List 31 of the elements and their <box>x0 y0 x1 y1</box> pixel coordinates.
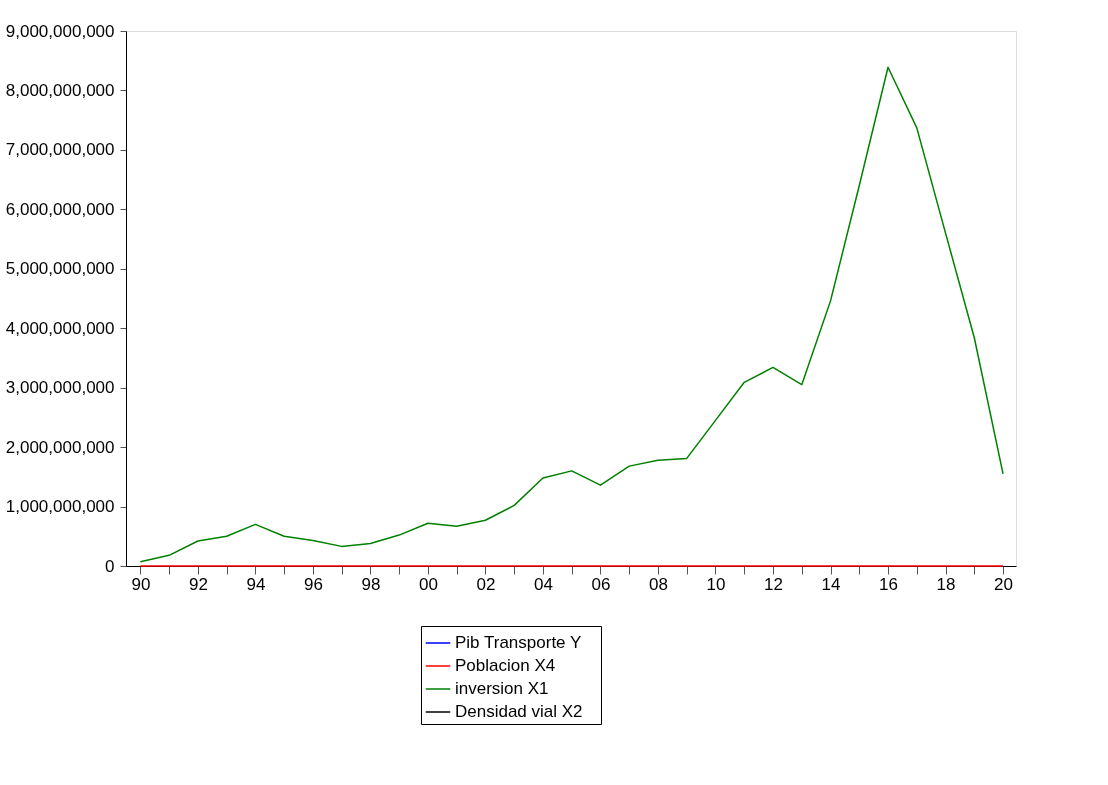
y-tick-label: 7,000,000,000 <box>5 140 115 160</box>
x-tick-label: 20 <box>994 574 1014 594</box>
x-tick-label: 92 <box>188 574 208 594</box>
x-tick-label: 00 <box>418 574 438 594</box>
y-tick-label: 5,000,000,000 <box>5 259 115 279</box>
x-tick-label: 90 <box>131 574 151 594</box>
legend-label: Poblacion X4 <box>455 656 556 675</box>
x-tick-label: 18 <box>936 574 956 594</box>
y-tick-label: 1,000,000,000 <box>5 497 115 517</box>
x-tick-label: 94 <box>246 574 266 594</box>
y-tick-label: 6,000,000,000 <box>5 199 115 219</box>
x-tick-label: 10 <box>706 574 726 594</box>
x-tick-label: 12 <box>764 574 783 594</box>
x-tick-label: 16 <box>879 574 898 594</box>
x-tick-label: 04 <box>534 574 553 594</box>
y-tick-label: 8,000,000,000 <box>5 80 115 100</box>
x-tick-label: 02 <box>476 574 496 594</box>
legend-label: Densidad vial X2 <box>455 702 583 721</box>
x-tick-label: 98 <box>361 574 381 594</box>
x-tick-label: 06 <box>591 574 611 594</box>
y-tick-label: 2,000,000,000 <box>5 437 115 457</box>
x-tick-label: 14 <box>821 574 841 594</box>
x-tick-label: 96 <box>303 574 323 594</box>
legend-label: Pib Transporte Y <box>455 633 582 652</box>
legend-label: inversion X1 <box>455 679 549 698</box>
line-series <box>139 66 1004 563</box>
y-tick-label: 9,000,000,000 <box>5 21 115 41</box>
y-tick-label: 4,000,000,000 <box>5 318 115 338</box>
y-tick-label: 0 <box>105 556 115 576</box>
y-tick-label: 3,000,000,000 <box>5 378 115 398</box>
x-tick-label: 08 <box>649 574 668 594</box>
